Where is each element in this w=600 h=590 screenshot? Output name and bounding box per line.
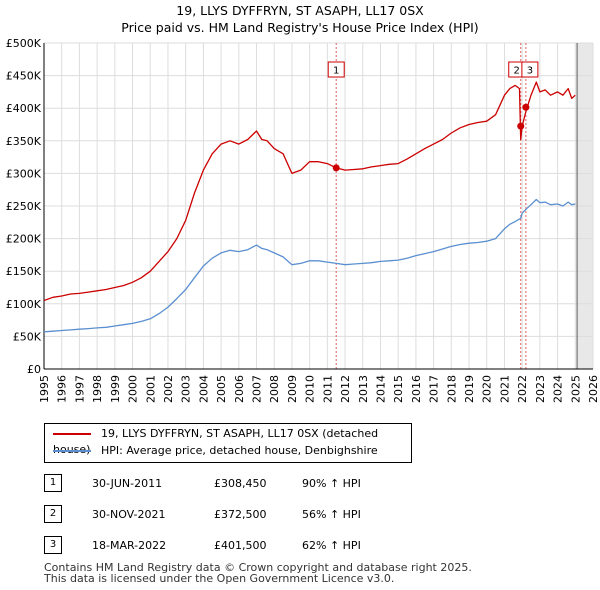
transaction-price: £308,450 <box>214 477 267 490</box>
marker-label-box <box>521 61 539 78</box>
hpi-series-line <box>43 198 576 333</box>
x-tick-label: 2006 <box>233 375 246 403</box>
x-tick-label: 2021 <box>498 375 511 403</box>
x-tick-label: 2010 <box>304 375 317 403</box>
x-tick-label: 2017 <box>428 375 441 403</box>
x-tick-label: 2000 <box>127 375 140 403</box>
y-tick-label: £100K <box>6 298 42 311</box>
y-tick-label: £200K <box>6 233 42 246</box>
chart-title-line: 19, LLYS DYFFRYN, ST ASAPH, LL17 0SX <box>176 3 424 18</box>
footer-note: Contains HM Land Registry data © Crown c… <box>44 562 472 584</box>
sale-point <box>517 122 525 130</box>
y-tick-label: £300K <box>6 167 42 180</box>
x-tick-label: 1998 <box>91 375 104 403</box>
transaction-price: £372,500 <box>214 508 267 521</box>
x-tick-label: 2014 <box>374 375 387 403</box>
x-tick-label: 2004 <box>197 375 210 403</box>
y-tick-label: £0 <box>27 363 41 376</box>
legend-label-hpi: HPI: Average price, detached house, Denb… <box>101 444 378 457</box>
chart-subtitle-line: Price paid vs. HM Land Registry's House … <box>121 20 479 35</box>
x-tick-label: 2025 <box>569 375 582 403</box>
x-tick-label: 2009 <box>286 375 299 403</box>
chart-legend: 19, LLYS DYFFRYN, ST ASAPH, LL17 0SX (de… <box>44 423 412 463</box>
transaction-hpi: 62% ↑ HPI <box>302 539 361 552</box>
transaction-date: 18-MAR-2022 <box>92 539 167 552</box>
marker-label: 2 <box>514 66 520 77</box>
x-tick-label: 2022 <box>516 375 529 403</box>
sale-point <box>522 103 530 111</box>
marker-label-box <box>327 61 345 78</box>
footer-line: Contains HM Land Registry data © Crown c… <box>44 561 472 574</box>
y-tick-label: £500K <box>6 37 42 50</box>
y-tick-label: £400K <box>6 102 42 115</box>
legend-item-property: 19, LLYS DYFFRYN, ST ASAPH, LL17 0SX (de… <box>53 426 411 456</box>
x-tick-label: 1996 <box>56 375 69 403</box>
x-tick-label: 2024 <box>552 375 565 403</box>
y-tick-label: £350K <box>6 135 42 148</box>
sale-point <box>332 164 340 172</box>
y-tick-label: £50K <box>13 330 42 343</box>
marker-label: 1 <box>333 66 339 77</box>
x-tick-label: 2018 <box>445 375 458 403</box>
x-tick-label: 2013 <box>357 375 370 403</box>
x-tick-label: 2019 <box>463 375 476 403</box>
legend-item-hpi: HPI: Average price, detached house, Denb… <box>53 443 378 459</box>
x-tick-label: 1997 <box>73 375 86 403</box>
x-tick-label: 2015 <box>392 375 405 403</box>
x-tick-label: 2011 <box>321 375 334 403</box>
x-tick-label: 2005 <box>215 375 228 403</box>
x-tick-label: 2007 <box>251 375 264 403</box>
transaction-number: 3 <box>44 536 62 554</box>
marker-label: 3 <box>527 66 533 77</box>
x-tick-label: 2003 <box>180 375 193 403</box>
y-tick-label: £150K <box>6 265 42 278</box>
legend-label-property: 19, LLYS DYFFRYN, ST ASAPH, LL17 0SX (de… <box>53 427 379 456</box>
transaction-number: 1 <box>44 474 62 492</box>
x-tick-label: 2016 <box>410 375 423 403</box>
x-tick-label: 2008 <box>268 375 281 403</box>
x-tick-label: 2002 <box>162 375 175 403</box>
y-tick-label: £450K <box>6 70 42 83</box>
x-tick-label: 1999 <box>109 375 122 403</box>
x-tick-label: 2026 <box>587 375 600 403</box>
transaction-hpi: 56% ↑ HPI <box>302 508 361 521</box>
legend-swatch-hpi <box>53 450 91 452</box>
property-series-line <box>43 81 576 302</box>
footer-line: This data is licensed under the Open Gov… <box>44 572 395 585</box>
transaction-number: 2 <box>44 505 62 523</box>
x-tick-label: 2020 <box>481 375 494 403</box>
x-tick-label: 2023 <box>534 375 547 403</box>
transaction-date: 30-NOV-2021 <box>92 508 166 521</box>
x-tick-label: 1995 <box>38 375 51 403</box>
x-tick-label: 2001 <box>144 375 157 403</box>
legend-swatch-property <box>53 433 91 435</box>
chart-title: 19, LLYS DYFFRYN, ST ASAPH, LL17 0SX Pri… <box>0 2 600 36</box>
x-tick-label: 2012 <box>339 375 352 403</box>
y-tick-label: £250K <box>6 200 42 213</box>
transaction-hpi: 90% ↑ HPI <box>302 477 361 490</box>
transaction-price: £401,500 <box>214 539 267 552</box>
line-chart: 1 2 3 £0 £50K £100K £150K £200K £250K £300K £350K £… <box>6 37 600 403</box>
transaction-date: 30-JUN-2011 <box>92 477 163 490</box>
